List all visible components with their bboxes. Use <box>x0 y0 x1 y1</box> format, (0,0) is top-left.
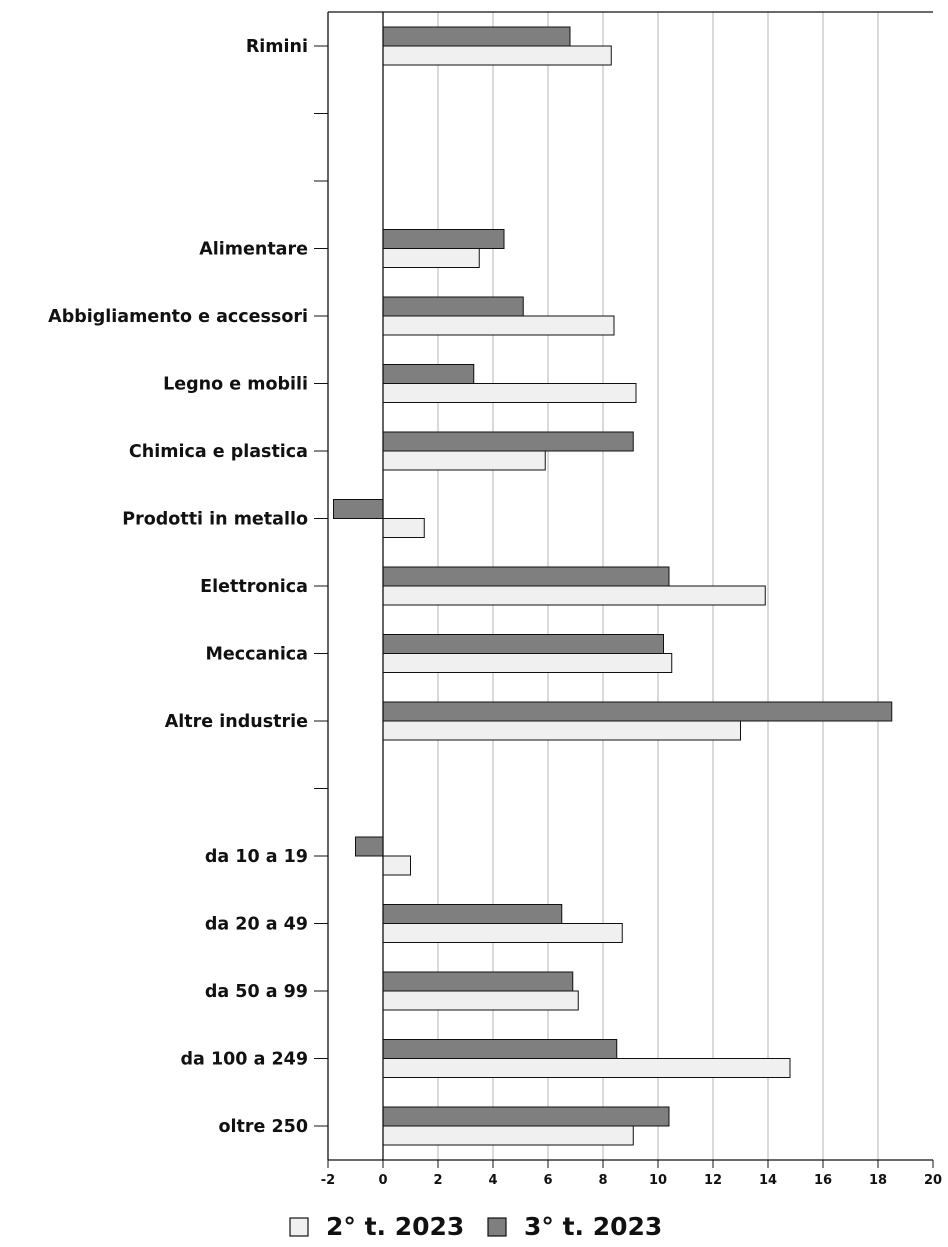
category-label-da-50-a-99: da 50 a 99 <box>205 982 308 1002</box>
category-label-da-20-a-49: da 20 a 49 <box>205 915 308 935</box>
bar-q3-legno-e-mobili <box>382 364 475 384</box>
bar-q3-da-20-a-49 <box>382 904 563 924</box>
category-label-rimini: Rimini <box>246 37 308 57</box>
category-label-da-100-a-249: da 100 a 249 <box>181 1050 308 1070</box>
x-tick-label: 18 <box>869 1173 887 1188</box>
bar-q3-alimentare <box>382 229 505 249</box>
x-tick-label: 6 <box>543 1173 552 1188</box>
bar-q2-meccanica <box>382 653 673 673</box>
legend-swatch-q2 <box>289 1217 309 1237</box>
bar-q2-alimentare <box>382 248 480 268</box>
axes <box>314 11 934 1168</box>
category-label-meccanica: Meccanica <box>206 645 308 665</box>
category-label-abbigliamento-e-accessori: Abbigliamento e accessori <box>48 307 308 327</box>
bar-q2-oltre-250 <box>382 1125 634 1146</box>
x-tick-label: 4 <box>488 1173 497 1188</box>
category-label-oltre-250: oltre 250 <box>218 1117 308 1137</box>
category-label-legno-e-mobili: Legno e mobili <box>163 375 308 395</box>
bar-q3-oltre-250 <box>382 1106 670 1127</box>
legend-label-q2: 2° t. 2023 <box>326 1212 464 1241</box>
category-label-alimentare: Alimentare <box>199 240 308 260</box>
bar-q2-prodotti-in-metallo <box>382 518 425 538</box>
bar-q2-da-10-a-19 <box>382 855 411 876</box>
category-label-da-10-a-19: da 10 a 19 <box>205 847 308 867</box>
bar-q2-da-100-a-249 <box>382 1058 791 1078</box>
x-tick-label: 2 <box>433 1173 442 1188</box>
bar-q2-rimini <box>382 45 612 66</box>
legend: 2° t. 2023 3° t. 2023 <box>289 1212 662 1241</box>
bar-q3-altre-industrie <box>382 701 893 722</box>
bar-q2-altre-industrie <box>382 720 741 741</box>
bar-q2-da-20-a-49 <box>382 923 623 943</box>
category-label-altre-industrie: Altre industrie <box>165 712 308 732</box>
bar-q2-chimica-e-plastica <box>382 450 546 471</box>
bar-q3-da-10-a-19 <box>355 836 384 857</box>
x-tick-label: 8 <box>598 1173 607 1188</box>
bar-q3-da-50-a-99 <box>382 971 574 992</box>
x-tick-label: -2 <box>321 1173 335 1188</box>
x-tick-label: 0 <box>378 1173 387 1188</box>
bar-q3-meccanica <box>382 634 664 654</box>
bar-q2-legno-e-mobili <box>382 383 637 403</box>
x-tick-label: 12 <box>704 1173 722 1188</box>
x-tick-label: 10 <box>649 1173 667 1188</box>
bar-q3-elettronica <box>382 566 670 587</box>
x-tick-label: 16 <box>814 1173 832 1188</box>
category-label-elettronica: Elettronica <box>200 577 308 597</box>
x-tick-label: 14 <box>759 1173 777 1188</box>
category-label-prodotti-in-metallo: Prodotti in metallo <box>122 510 308 530</box>
bar-q2-abbigliamento-e-accessori <box>382 315 615 336</box>
category-label-chimica-e-plastica: Chimica e plastica <box>129 442 308 462</box>
bar-q3-abbigliamento-e-accessori <box>382 296 524 317</box>
bar-q2-da-50-a-99 <box>382 990 579 1011</box>
bar-q2-elettronica <box>382 585 766 606</box>
bar-q3-prodotti-in-metallo <box>333 499 384 519</box>
legend-swatch-q3 <box>487 1217 507 1237</box>
bars <box>333 26 893 1146</box>
bar-q3-rimini <box>382 26 571 47</box>
x-tick-label: 20 <box>924 1173 942 1188</box>
legend-label-q3: 3° t. 2023 <box>524 1212 662 1241</box>
category-labels: Rimini Alimentare Abbigliamento e accessor… <box>48 37 308 1137</box>
x-tick-labels: -2 0 2 4 6 8 10 12 14 16 18 20 <box>321 1173 942 1188</box>
bar-q3-da-100-a-249 <box>382 1039 618 1059</box>
bar-q3-chimica-e-plastica <box>382 431 634 452</box>
